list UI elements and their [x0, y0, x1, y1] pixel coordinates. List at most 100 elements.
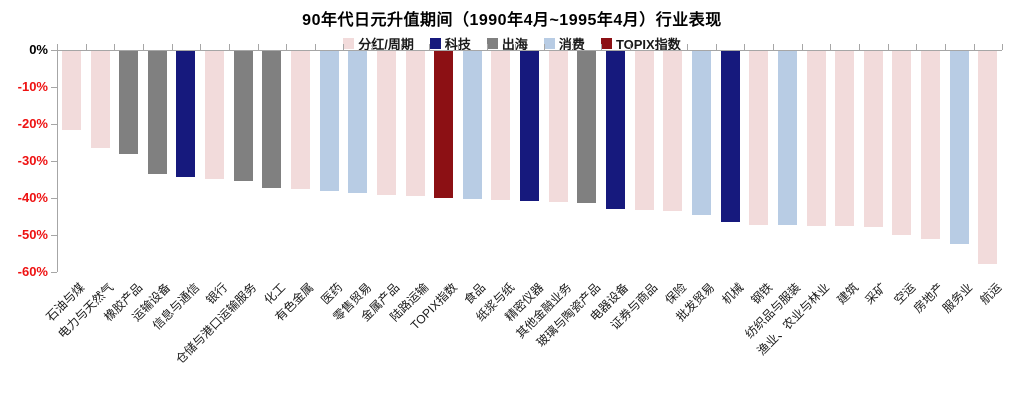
- x-axis-tick: [1002, 44, 1004, 50]
- bar: [434, 51, 454, 198]
- bar: [262, 51, 282, 188]
- bar: [319, 51, 339, 192]
- x-axis-tick: [343, 44, 345, 50]
- x-axis-tick: [57, 44, 58, 50]
- x-axis-label: 建筑: [833, 280, 861, 308]
- x-axis-label: 航运: [977, 280, 1005, 308]
- bar: [577, 51, 597, 203]
- x-axis-tick: [114, 44, 116, 50]
- x-axis-tick: [887, 44, 889, 50]
- x-axis-tick: [400, 44, 402, 50]
- legend-label: 消费: [559, 34, 585, 53]
- x-axis-label: 服务业: [940, 280, 976, 316]
- x-axis-label: 机械: [719, 280, 747, 308]
- bar: [61, 51, 81, 131]
- legend-swatch-icon: [486, 38, 498, 49]
- x-axis-tick: [458, 44, 459, 50]
- x-axis-tick: [572, 44, 574, 50]
- y-axis-tick: [51, 198, 57, 199]
- bar: [863, 51, 883, 227]
- y-axis-tick-label: -20%: [17, 116, 48, 131]
- x-axis-tick: [85, 44, 87, 50]
- bar: [176, 51, 196, 178]
- legend-swatch-icon: [543, 38, 555, 49]
- x-axis-label: 房地产: [911, 280, 947, 316]
- bar: [233, 51, 253, 181]
- bar: [777, 51, 797, 226]
- x-axis-tick: [858, 44, 860, 50]
- y-axis-tick-label: -30%: [17, 153, 48, 168]
- x-axis-tick: [801, 44, 803, 50]
- x-axis-tick: [200, 44, 202, 50]
- legend-swatch-icon: [343, 38, 355, 49]
- x-axis-tick: [973, 44, 975, 50]
- bar: [405, 51, 425, 197]
- bar: [806, 51, 826, 226]
- legend-swatch-icon: [429, 38, 441, 49]
- legend-label: 出海: [502, 34, 528, 53]
- y-axis-tick: [51, 124, 57, 125]
- x-axis-tick: [228, 44, 230, 50]
- bar: [949, 51, 969, 244]
- x-axis-tick: [944, 44, 946, 50]
- x-axis-tick: [486, 44, 488, 50]
- bar: [90, 51, 110, 149]
- x-axis-tick: [257, 44, 259, 50]
- bar: [290, 51, 310, 189]
- y-axis-tick: [51, 272, 57, 273]
- x-axis-tick: [429, 44, 431, 50]
- legend-item: TOPIX指数: [600, 34, 681, 53]
- legend-item: 科技: [429, 34, 471, 53]
- x-axis-label: 采矿: [862, 280, 890, 308]
- y-axis-tick: [51, 161, 57, 162]
- x-axis-tick: [543, 44, 545, 50]
- bar: [376, 51, 396, 195]
- bar: [462, 51, 482, 199]
- y-axis-tick-label: 0%: [29, 42, 48, 57]
- y-axis-tick: [51, 87, 57, 88]
- bar: [749, 51, 769, 225]
- y-axis-tick-label: -60%: [17, 264, 48, 279]
- bar: [892, 51, 912, 236]
- bar: [921, 51, 940, 240]
- legend-label: 科技: [445, 34, 471, 53]
- x-axis-tick: [314, 44, 316, 50]
- bar: [348, 51, 368, 194]
- bar: [548, 51, 568, 202]
- bar: [520, 51, 540, 201]
- y-axis-tick: [51, 50, 57, 51]
- bar: [691, 51, 711, 216]
- x-axis-tick: [744, 44, 746, 50]
- legend-label: TOPIX指数: [615, 37, 681, 52]
- x-axis-tick: [372, 44, 373, 50]
- x-axis-tick: [773, 44, 774, 50]
- bar: [663, 51, 683, 212]
- x-axis-tick: [171, 44, 173, 50]
- x-axis-tick: [916, 44, 918, 50]
- y-axis-line: [57, 50, 58, 272]
- bar: [720, 51, 740, 222]
- x-axis-tick: [658, 44, 660, 50]
- x-axis-line: [57, 50, 1003, 51]
- x-axis-tick: [715, 44, 717, 50]
- chart-title: 90年代日元升值期间（1990年4月~1995年4月）行业表现: [302, 12, 722, 29]
- x-axis-tick: [629, 44, 631, 50]
- bar: [205, 51, 224, 179]
- x-axis-tick: [142, 44, 144, 50]
- bar: [119, 51, 139, 154]
- bar: [835, 51, 855, 226]
- legend-swatch-icon: [600, 38, 612, 49]
- bar: [634, 51, 654, 211]
- legend-item: 出海: [486, 34, 528, 53]
- x-axis-tick: [687, 44, 689, 50]
- y-axis-tick-label: -40%: [17, 190, 48, 205]
- bar: [978, 51, 998, 264]
- legend-item: 消费: [543, 34, 585, 53]
- x-axis-tick: [830, 44, 832, 50]
- y-axis-tick-label: -10%: [17, 79, 48, 94]
- x-axis-tick: [601, 44, 603, 50]
- x-axis-tick: [515, 44, 517, 50]
- x-axis-tick: [286, 44, 288, 50]
